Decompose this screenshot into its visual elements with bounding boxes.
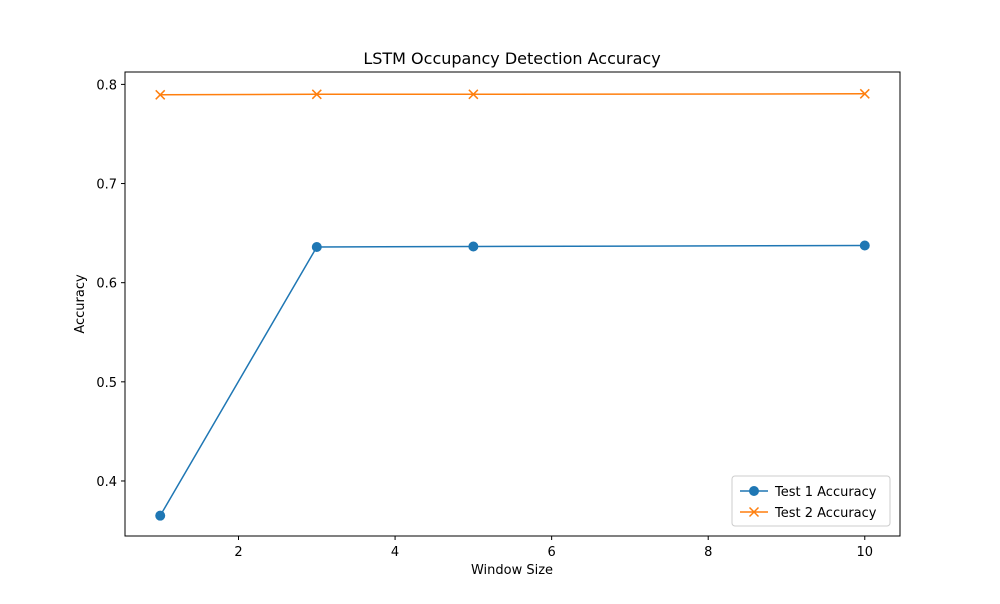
- series-1-point: [155, 510, 166, 521]
- series-line-1: [159, 244, 865, 517]
- series-2-point: [155, 89, 166, 100]
- y-tick-label: 0.6: [96, 277, 117, 292]
- x-axis-label: Window Size: [471, 563, 553, 578]
- series-1-point: [859, 240, 870, 251]
- y-tick-label: 0.8: [96, 78, 117, 93]
- legend-marker-2: [748, 506, 760, 518]
- x-tick-label: 6: [548, 545, 556, 560]
- plot-area: 2 4 6 8 10 0.4 0.5 0.6 0.7 0.8: [96, 71, 901, 560]
- x-tick-label: 10: [856, 545, 873, 560]
- x-tick-label: 4: [391, 545, 399, 560]
- series-1-point: [468, 241, 479, 252]
- series-line-2: [160, 93, 865, 96]
- y-tick-label: 0.7: [96, 178, 117, 193]
- legend-marker-1: [749, 486, 759, 496]
- chart-title: LSTM Occupancy Detection Accuracy: [363, 49, 660, 68]
- y-tick-label: 0.4: [96, 475, 117, 490]
- series-2-point: [311, 89, 322, 100]
- series-2-point: [859, 88, 870, 99]
- legend-label-2: Test 2 Accuracy: [774, 506, 877, 521]
- y-tick-label: 0.5: [96, 376, 117, 391]
- legend-label-1: Test 1 Accuracy: [774, 485, 877, 500]
- legend: Test 1 Accuracy Test 2 Accuracy: [731, 475, 891, 527]
- series-2-point: [468, 89, 479, 100]
- legend-box: [731, 475, 891, 527]
- series-1-point: [311, 241, 322, 252]
- y-axis-label: Accuracy: [73, 274, 88, 334]
- x-tick-label: 8: [704, 545, 712, 560]
- plot-frame: [124, 71, 901, 537]
- x-tick-label: 2: [234, 545, 242, 560]
